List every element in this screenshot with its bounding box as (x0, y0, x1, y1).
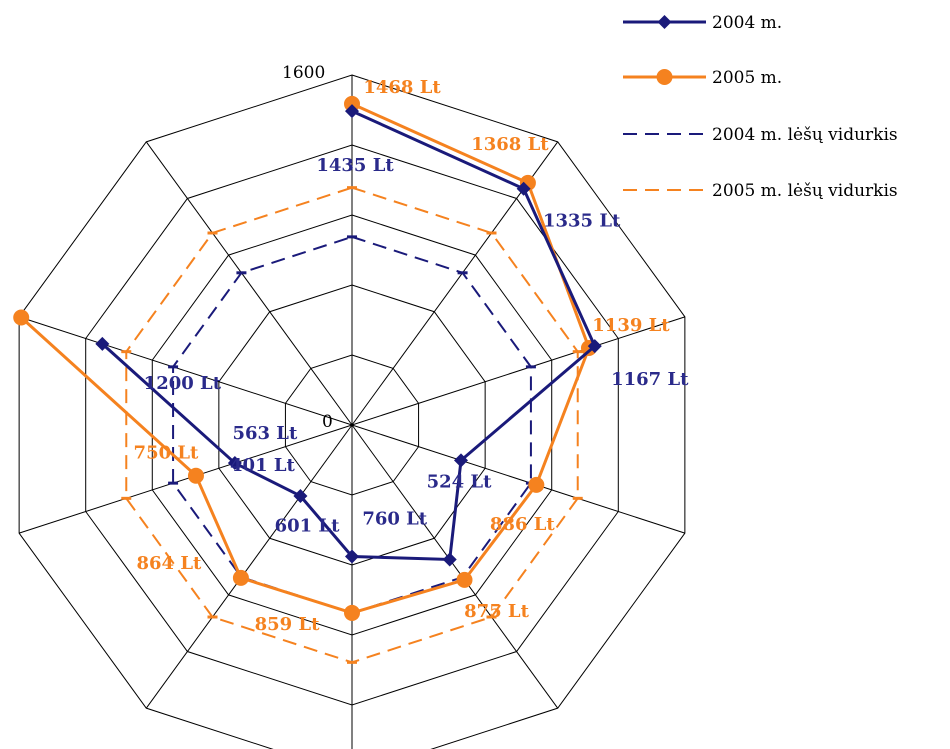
data-label-2005: 1139 Lt (592, 315, 670, 336)
grid-spoke (18, 316, 353, 426)
grid-spoke (145, 141, 353, 426)
legend-item-2004: 2004 m. (623, 13, 782, 33)
data-label-2005: 750 Lt (134, 443, 199, 464)
data-label-2004: 1167 Lt (611, 369, 689, 390)
legend-marker-diamond (657, 15, 672, 29)
point-2005 (344, 95, 360, 112)
grid-spoke (351, 316, 686, 426)
data-label-2004: 524 Lt (427, 471, 492, 492)
grid-spoke (18, 424, 353, 534)
point-2004 (227, 456, 242, 471)
grid-spoke (145, 424, 353, 709)
data-label-2005: 1368 Lt (471, 134, 549, 155)
data-label-2004: 760 Lt (362, 508, 427, 529)
data-label-2005: 1468 Lt (363, 77, 441, 98)
legend-marker-circle (656, 69, 673, 85)
grid-spoke (351, 424, 559, 709)
data-label-2004: 401 Lt (230, 455, 295, 476)
data-label-2005: 886 Lt (490, 514, 555, 535)
radial-tick-min: 0 (322, 412, 333, 432)
radial-tick-max: 1600 (282, 63, 325, 83)
data-label-2005: 859 Lt (255, 614, 320, 635)
data-label-2005: 864 Lt (137, 553, 202, 574)
data-label-2004: 563 Lt (232, 423, 297, 444)
point-2005 (528, 476, 545, 493)
point-2004 (345, 104, 359, 119)
grid-spoke (351, 424, 686, 534)
data-label-2004: 1435 Lt (316, 155, 394, 176)
point-2004 (454, 453, 469, 468)
data-label-2004: 1200 Lt (144, 373, 222, 394)
legend-label-2005-avg: 2005 m. lėšų vidurkis (712, 181, 898, 201)
data-label-2004: 1335 Lt (543, 211, 621, 232)
point-2004 (95, 336, 110, 351)
point-2004 (442, 552, 457, 567)
point-2004 (345, 549, 359, 564)
point-2004 (587, 339, 602, 354)
legend: 2004 m. 2005 m. 2004 m. lėšų vidurkis 20… (623, 13, 898, 201)
legend-item-2005-avg: 2005 m. lėšų vidurkis (623, 181, 898, 201)
data-label-2005: 875 Lt (464, 601, 529, 622)
point-2005 (344, 604, 360, 621)
legend-item-2005: 2005 m. (623, 68, 782, 88)
point-2005 (13, 309, 30, 326)
point-2004 (516, 181, 531, 196)
point-2004 (293, 488, 308, 503)
grid-ring (18, 74, 686, 749)
legend-label-2004: 2004 m. (712, 13, 782, 33)
point-2005 (456, 571, 473, 588)
legend-label-2004-avg: 2004 m. lėšų vidurkis (712, 125, 898, 145)
radar-grid (18, 74, 686, 749)
legend-label-2005: 2005 m. (712, 68, 782, 88)
legend-item-2004-avg: 2004 m. lėšų vidurkis (623, 125, 898, 145)
point-2005 (187, 467, 204, 484)
series-layer (13, 95, 602, 664)
data-label-2004: 601 Lt (275, 515, 340, 536)
point-2005 (232, 569, 249, 586)
